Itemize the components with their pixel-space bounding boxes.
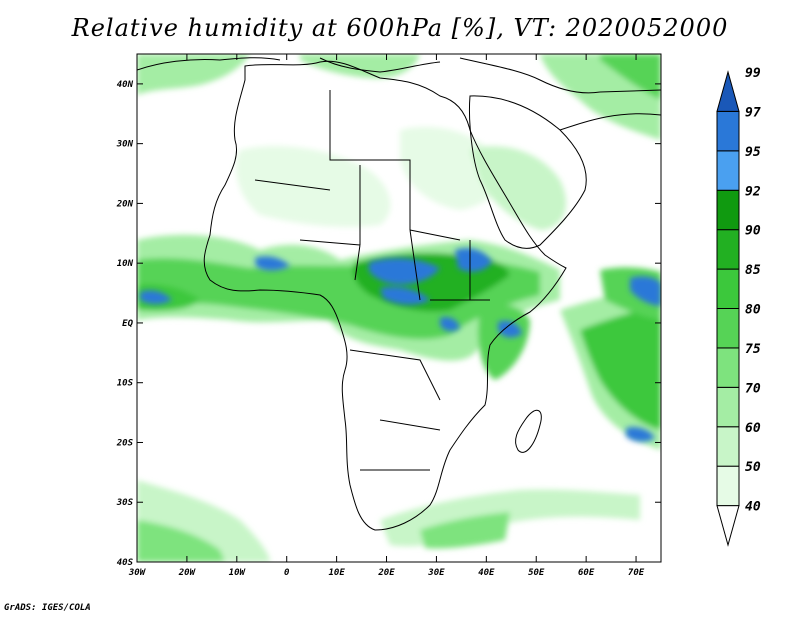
lat-tick-label: 10N (117, 259, 134, 269)
colorbar-segment (716, 229, 740, 270)
colorbar-label: 50 (745, 460, 761, 475)
lon-tick-label: 0 (284, 568, 290, 578)
colorbar-label: 70 (745, 381, 761, 396)
colorbar-label: 60 (745, 421, 761, 436)
latitude-axis: 40N 30N 20N 10N EQ 10S 20S 30S 40S (116, 80, 661, 568)
colorbar-segment (716, 465, 740, 507)
lat-tick-label: 10S (117, 379, 134, 389)
lon-tick-label: 20W (178, 568, 197, 578)
colorbar-segment (716, 189, 740, 231)
colorbar-segment (716, 308, 740, 349)
colorbar-label: 95 (745, 145, 761, 160)
lat-tick-label: 40S (117, 558, 134, 568)
lon-tick-label: 40E (478, 568, 495, 578)
lat-tick-label: 20S (116, 438, 134, 448)
colorbar-label: 99 (745, 66, 761, 81)
lon-tick-label: 30W (128, 568, 147, 578)
coastlines (137, 57, 661, 531)
lat-tick-label: 40N (117, 80, 134, 90)
colorbar-segment (716, 150, 740, 191)
longitude-axis: 30W 20W 10W 0 10E 20E 30E 40E 50E 60E 70E (128, 54, 645, 578)
colorbar-label: 80 (745, 303, 761, 318)
credit-label: GrADS: IGES/COLA (4, 603, 91, 613)
colorbar-label: 75 (745, 342, 761, 357)
map-frame (136, 53, 662, 563)
colorbar-label: 97 (745, 105, 761, 120)
colorbar-segment (716, 426, 740, 467)
lon-tick-label: 50E (528, 568, 545, 578)
colorbar-label: 40 (745, 500, 761, 515)
lon-tick-label: 20E (377, 568, 395, 578)
chart-title: Relative humidity at 600hPa [%], VT: 202… (71, 14, 729, 42)
lat-tick-label: 20N (116, 199, 134, 209)
colorbar-segment (716, 347, 740, 388)
colorbar-label: 85 (745, 263, 761, 278)
colorbar-segment (716, 110, 740, 152)
lon-tick-label: 70E (628, 568, 645, 578)
lat-tick-label: EQ (122, 319, 133, 329)
colorbar-label: 90 (745, 224, 761, 239)
lat-tick-label: 30N (116, 140, 134, 150)
lon-tick-label: 10W (229, 568, 247, 578)
humidity-field (137, 54, 661, 562)
colorbar-segment (716, 268, 740, 310)
colorbar: 40 50 60 70 75 80 85 90 92 95 97 99 (716, 66, 761, 547)
colorbar-segment (716, 505, 740, 547)
colorbar-segment (716, 386, 740, 428)
lat-tick-label: 30S (116, 498, 134, 508)
colorbar-label: 92 (745, 184, 761, 199)
lon-tick-label: 60E (578, 568, 595, 578)
colorbar-segment (716, 70, 740, 112)
lon-tick-label: 10E (328, 568, 345, 578)
lon-tick-label: 30E (427, 568, 445, 578)
